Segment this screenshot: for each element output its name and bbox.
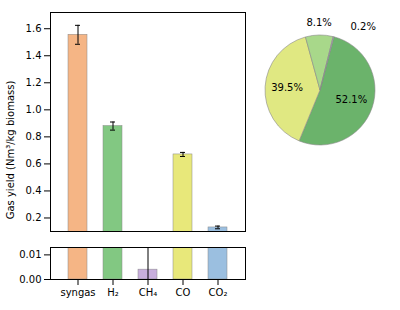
html-text:Gas yield (Nm³/kg biomass): Gas yield (Nm³/kg biomass) bbox=[4, 80, 16, 220]
svg-text:1.2: 1.2 bbox=[26, 77, 42, 88]
svg-text:52.1%: 52.1% bbox=[335, 94, 367, 105]
svg-text:1.4: 1.4 bbox=[26, 50, 42, 61]
svg-text:0.4: 0.4 bbox=[26, 185, 42, 196]
svg-text:0.2: 0.2 bbox=[26, 212, 42, 223]
svg-text:1.6: 1.6 bbox=[26, 23, 42, 34]
svg-text:1.0: 1.0 bbox=[26, 104, 42, 115]
svg-text:0.01: 0.01 bbox=[19, 249, 41, 260]
svg-text:8.1%: 8.1% bbox=[306, 17, 331, 28]
svg-text:0.8: 0.8 bbox=[26, 131, 42, 142]
svg-text:CO₂: CO₂ bbox=[209, 287, 228, 298]
svg-text:H₂: H₂ bbox=[107, 287, 119, 298]
svg-text:0.2%: 0.2% bbox=[351, 21, 376, 32]
svg-text:39.5%: 39.5% bbox=[271, 82, 303, 93]
svg-text:CH₄: CH₄ bbox=[139, 287, 158, 298]
svg-text:0.6: 0.6 bbox=[26, 158, 42, 169]
svg-text:0.00: 0.00 bbox=[19, 274, 41, 285]
svg-text:CO: CO bbox=[176, 287, 191, 298]
svg-text:syngas: syngas bbox=[60, 287, 95, 298]
